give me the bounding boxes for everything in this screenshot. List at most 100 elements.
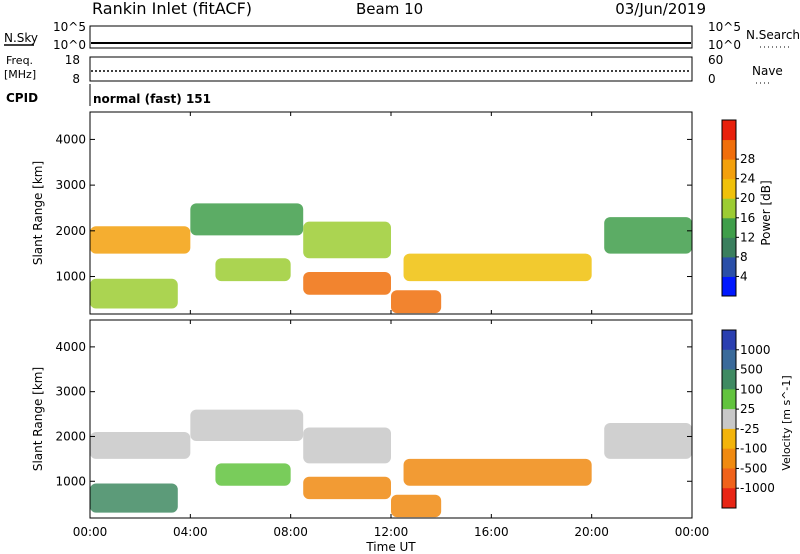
power-colorbar-tick-label-0: 4 <box>740 269 748 283</box>
power-colorbar-tick-label-3: 16 <box>740 211 755 225</box>
frequency-panel-frame <box>89 56 693 82</box>
velocity-colorbar-segment-7 <box>722 468 736 489</box>
velocity-y-ticks: 1000 2000 3000 4000 <box>55 340 692 488</box>
nave-label: Nave <box>752 64 783 78</box>
noise-left-tick-bottom: 10^0 <box>53 38 86 52</box>
power-colorbar-segment-0 <box>722 276 736 297</box>
noise-left-tick-top: 10^5 <box>53 20 86 34</box>
freq-tick-top: 18 <box>65 53 80 67</box>
station-title: Rankin Inlet (fitACF) <box>92 0 252 18</box>
velocity-colorbar-tick-label-2: 100 <box>740 382 763 396</box>
power-colorbar-tick-label-5: 24 <box>740 172 755 186</box>
power-colorbar-label: Power [dB] <box>759 180 773 245</box>
power-region-5 <box>303 271 391 295</box>
power-region-1 <box>190 203 304 236</box>
velocity-region-8 <box>604 423 692 459</box>
power-y-axis-label: Slant Range [km] <box>31 161 45 265</box>
velocity-y-tick-label-1: 2000 <box>55 429 86 443</box>
x-tick-label-2: 08:00 <box>273 525 308 539</box>
power-region-2 <box>303 221 391 259</box>
velocity-colorbar-tick-label-0: 1000 <box>740 343 771 357</box>
velocity-colorbar-segment-3 <box>722 389 736 410</box>
velocity-panel: 1000 2000 3000 4000 Slant Range [km] 1000 50… <box>31 319 793 519</box>
power-y-tick-label-0: 1000 <box>55 270 86 284</box>
freq-label-line1: Freq. <box>6 54 33 67</box>
velocity-region-6 <box>391 494 442 518</box>
noise-panel-frame <box>89 25 693 49</box>
freq-label-line2: [MHz] <box>4 68 36 81</box>
power-colorbar-tick-label-6: 28 <box>740 152 755 166</box>
velocity-region-2 <box>303 427 391 464</box>
power-colorbar-segment-6 <box>722 159 736 180</box>
x-tick-label-6: 00:00 <box>675 525 710 539</box>
velocity-colorbar-segment-2 <box>722 369 736 390</box>
freq-tick-bottom: 8 <box>72 72 80 86</box>
power-colorbar-segment-1 <box>722 256 736 277</box>
velocity-colorbar-segment-6 <box>722 448 736 469</box>
velocity-colorbar: 1000 500 100 25 -25 -100 -500 -1000 <box>721 329 775 509</box>
nave-tick-top: 60 <box>708 53 723 67</box>
noise-right-label: N.Search <box>746 28 800 42</box>
velocity-colorbar-tick-label-1: 500 <box>740 363 763 377</box>
power-y-ticks: 1000 2000 3000 4000 <box>55 132 692 284</box>
power-colorbar: 4 8 12 16 20 24 28 <box>721 119 755 297</box>
power-region-3 <box>90 278 178 309</box>
velocity-colorbar-segment-4 <box>722 409 736 430</box>
power-colorbar-tick-label-4: 20 <box>740 191 755 205</box>
velocity-y-tick-label-0: 1000 <box>55 474 86 488</box>
velocity-region-1 <box>190 409 304 441</box>
cpid-mode-text: normal (fast) 151 <box>93 92 211 106</box>
velocity-region-7 <box>403 458 592 486</box>
velocity-y-tick-label-3: 4000 <box>55 340 86 354</box>
frequency-panel: Freq. [MHz] 18 8 Nave 60 0 <box>4 53 783 86</box>
x-tick-label-0: 00:00 <box>73 525 108 539</box>
velocity-colorbar-tick-label-6: -500 <box>740 461 767 475</box>
velocity-colorbar-frame <box>721 329 737 509</box>
velocity-colorbar-tick-label-7: -1000 <box>740 481 775 495</box>
nave-tick-bottom: 0 <box>708 72 716 86</box>
velocity-regions <box>90 409 692 518</box>
velocity-y-axis-label: Slant Range [km] <box>31 367 45 471</box>
x-tick-label-1: 04:00 <box>173 525 208 539</box>
power-region-6 <box>391 290 442 314</box>
power-y-tick-label-1: 2000 <box>55 224 86 238</box>
velocity-colorbar-tick-label-3: 25 <box>740 402 755 416</box>
time-axis: 00:00 04:00 08:00 12:00 16:00 20:00 00:00 <box>73 112 710 539</box>
power-region-7 <box>403 253 592 282</box>
velocity-colorbar-tick-label-5: -100 <box>740 442 767 456</box>
power-y-tick-label-3: 4000 <box>55 132 86 146</box>
power-colorbar-segment-8 <box>722 120 736 141</box>
power-region-8 <box>604 217 692 254</box>
cpid-row: CPID normal (fast) 151 <box>6 84 211 106</box>
velocity-colorbar-segment-1 <box>722 349 736 371</box>
velocity-colorbar-tick-label-4: -25 <box>740 422 760 436</box>
power-regions <box>90 203 692 314</box>
power-colorbar-segment-4 <box>722 198 736 219</box>
power-region-0 <box>90 226 191 254</box>
velocity-region-5 <box>303 476 391 500</box>
x-axis-label: Time UT <box>365 540 416 554</box>
x-tick-label-5: 20:00 <box>574 525 609 539</box>
noise-panel: N.Sky 10^5 10^0 N.Search 10^5 10^0 <box>4 20 800 52</box>
velocity-colorbar-label: Velocity [m s^-1] <box>780 375 793 470</box>
velocity-region-0 <box>90 431 191 459</box>
power-y-tick-label-2: 3000 <box>55 178 86 192</box>
velocity-region-3 <box>90 483 178 513</box>
x-tick-label-3: 12:00 <box>374 525 409 539</box>
date-label: 03/Jun/2019 <box>615 0 706 18</box>
power-colorbar-segment-3 <box>722 217 736 238</box>
noise-right-tick-bottom: 10^0 <box>708 38 741 52</box>
velocity-region-4 <box>215 463 291 486</box>
power-colorbar-tick-label-2: 12 <box>740 230 755 244</box>
power-colorbar-tick-label-1: 8 <box>740 250 748 264</box>
velocity-colorbar-segment-8 <box>722 488 736 509</box>
x-tick-label-4: 16:00 <box>474 525 509 539</box>
cpid-label: CPID <box>6 91 38 105</box>
power-region-4 <box>215 258 291 282</box>
noise-right-tick-top: 10^5 <box>708 20 741 34</box>
power-colorbar-segment-5 <box>722 178 736 199</box>
power-colorbar-segment-7 <box>722 139 736 160</box>
velocity-colorbar-segment-0 <box>722 330 736 351</box>
velocity-colorbar-segment-5 <box>722 428 736 450</box>
